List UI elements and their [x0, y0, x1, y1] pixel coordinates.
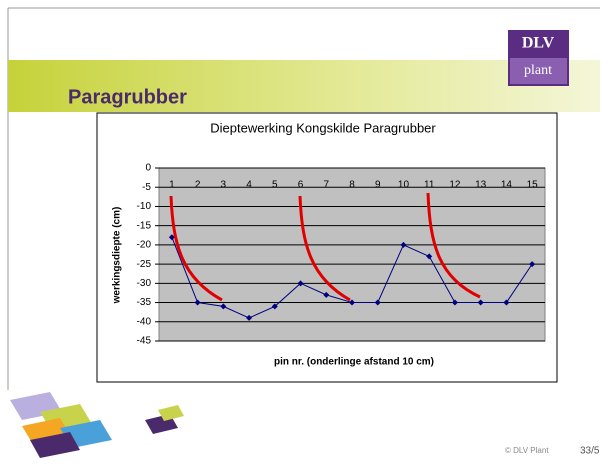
chart-title: Dieptewerking Kongskilde Paragrubber: [210, 120, 436, 135]
x-tick-label: 3: [221, 180, 227, 191]
x-tick-label: 15: [527, 180, 539, 191]
plot-area: [159, 168, 545, 341]
x-tick-label: 11: [424, 180, 435, 191]
footer: © DLV Plant: [505, 446, 549, 455]
y-tick-label: -40: [137, 316, 152, 327]
x-tick-label: 4: [246, 180, 252, 191]
x-tick-label: 8: [349, 180, 355, 191]
slide: Paragrubber DLV plant © DLV Plant 33/5 D…: [0, 0, 609, 462]
slide-title: Paragrubber: [68, 86, 187, 108]
x-tick-label: 6: [298, 180, 304, 191]
y-tick-label: -45: [137, 336, 152, 347]
logo-text: DLV: [522, 35, 555, 52]
y-tick-label: -10: [137, 201, 152, 212]
x-tick-label: 10: [398, 180, 410, 191]
y-tick-label: -15: [137, 220, 152, 231]
page-number: 33/5: [580, 446, 600, 457]
x-tick-label: 9: [375, 180, 381, 191]
y-tick-label: -25: [137, 259, 152, 270]
y-tick-label: -5: [142, 182, 151, 193]
y-tick-label: 0: [145, 163, 151, 174]
x-axis-label: pin nr. (onderlinge afstand 10 cm): [274, 357, 434, 368]
x-tick-label: 14: [501, 180, 513, 191]
y-tick-label: -35: [137, 297, 152, 308]
x-tick-label: 2: [195, 180, 201, 191]
x-tick-label: 13: [475, 180, 487, 191]
x-tick-label: 1: [169, 180, 175, 191]
logo-text: plant: [524, 63, 552, 78]
x-tick-label: 12: [449, 180, 461, 191]
page: Paragrubber DLV plant © DLV Plant 33/5 D…: [0, 0, 609, 467]
y-axis-label: werkingsdiepte (cm): [112, 207, 123, 305]
x-tick-label: 5: [272, 180, 278, 191]
y-tick-label: -30: [137, 278, 152, 289]
x-tick-label: 7: [323, 180, 329, 191]
y-tick-label: -20: [137, 240, 152, 251]
